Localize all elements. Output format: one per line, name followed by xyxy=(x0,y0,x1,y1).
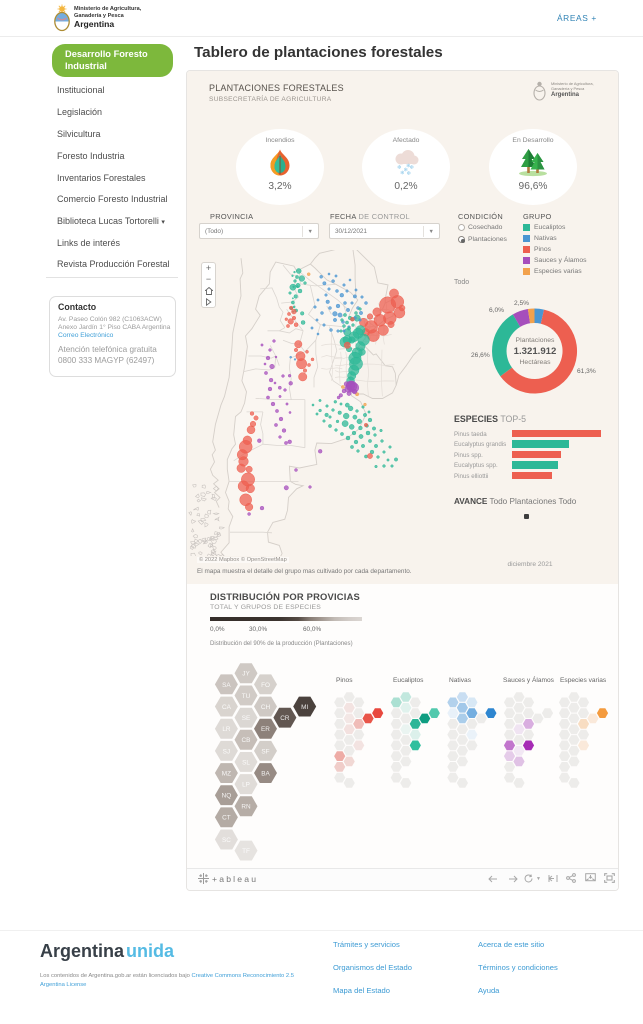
svg-text:CT: CT xyxy=(222,815,231,822)
svg-text:❄: ❄ xyxy=(410,164,415,171)
svg-text:FO: FO xyxy=(261,682,270,689)
svg-text:MZ: MZ xyxy=(222,770,231,777)
svg-text:SF: SF xyxy=(261,748,269,755)
svg-text:❄: ❄ xyxy=(404,167,409,174)
svg-text:CA: CA xyxy=(222,704,232,711)
svg-text:SC: SC xyxy=(222,837,231,844)
svg-text:ER: ER xyxy=(261,726,270,733)
svg-text:❄: ❄ xyxy=(406,163,411,170)
svg-text:TF: TF xyxy=(242,848,250,855)
svg-text:LR: LR xyxy=(222,726,231,733)
svg-text:SE: SE xyxy=(242,715,251,722)
svg-text:SA: SA xyxy=(222,682,231,689)
svg-text:❄: ❄ xyxy=(400,170,405,177)
svg-text:SL: SL xyxy=(242,759,250,766)
svg-text:NQ: NQ xyxy=(222,793,232,800)
svg-text:CB: CB xyxy=(242,737,251,744)
svg-text:JY: JY xyxy=(242,671,250,678)
svg-text:SJ: SJ xyxy=(223,748,230,755)
svg-text:RN: RN xyxy=(241,804,251,811)
svg-text:❄: ❄ xyxy=(407,170,412,176)
svg-text:CR: CR xyxy=(280,715,290,722)
svg-text:❄: ❄ xyxy=(397,164,402,171)
svg-text:MI: MI xyxy=(301,704,308,711)
svg-text:LP: LP xyxy=(242,782,250,789)
svg-text:BA: BA xyxy=(261,770,270,777)
svg-text:TU: TU xyxy=(242,693,251,700)
svg-text:CH: CH xyxy=(261,704,271,711)
